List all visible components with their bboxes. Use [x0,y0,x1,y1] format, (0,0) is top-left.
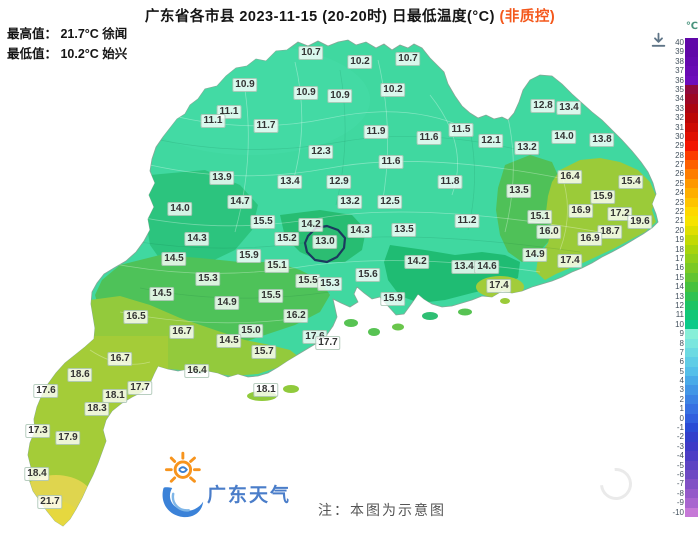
colorbar-step: 4 [642,376,698,386]
colorbar-step: 31 [642,122,698,132]
page-title: 广东省各市县 2023-11-15 (20-20时) 日最低温度(°C) (非质… [0,5,700,26]
colorbar-step: -9 [642,498,698,508]
colorbar-step: 17 [642,253,698,264]
colorbar-step: -5 [642,460,698,470]
colorbar-step: 30 [642,131,698,142]
colorbar-header: ℃ [642,21,698,47]
colorbar-step: 32 [642,113,698,123]
colorbar-step: 34 [642,94,698,104]
colorbar-step: 38 [642,56,698,67]
colorbar-step: 36 [642,75,698,85]
colorbar-step: -4 [642,451,698,461]
colorbar-step: 19 [642,235,698,245]
colorbar-step: 29 [642,141,698,151]
colorbar-scale: 40 39 38 37 36 35 34 33 32 31 30 29 28 27 26 25 24 23 22 21… [642,38,698,517]
colorbar-step: 2 [642,394,698,405]
colorbar-step: 24 [642,188,698,198]
province-outline [27,39,659,527]
title-qc-flag: (非质控) [499,9,556,25]
note-text: 注：本图为示意图 [318,502,446,518]
colorbar-step: 7 [642,347,698,358]
colorbar-unit: ℃ [685,21,698,32]
colorbar-step: 11 [642,310,698,320]
colorbar-step: 9 [642,329,698,339]
colorbar-step: 27 [642,160,698,170]
colorbar-step: 35 [642,84,698,95]
colorbar-step: 16 [642,263,698,273]
max-value-label: 最高值： 21.7°C 徐闻 [7,27,128,41]
colorbar-step: 26 [642,169,698,179]
colorbar-step: 10 [642,319,698,330]
colorbar-step: -2 [642,432,698,442]
colorbar-step: 15 [642,272,698,283]
colorbar-step: 22 [642,207,698,217]
stats-block: 最高值： 21.7°C 徐闻 最低值： 10.2°C 始兴 [7,24,127,64]
min-value-label: 最低值： 10.2°C 始兴 [7,47,128,61]
colorbar-step: 5 [642,366,698,377]
colorbar-step: 23 [642,197,698,208]
colorbar-step: 13 [642,291,698,301]
colorbar-step: 28 [642,150,698,161]
temperature-colorbar: ℃ 40 39 38 37 36 35 34 33 32 31 30 29 28 27 26 25 24 23 22… [642,21,698,517]
colorbar-step: -3 [642,441,698,452]
colorbar-step: 18 [642,244,698,254]
colorbar-step: 25 [642,178,698,189]
colorbar-step: -1 [642,423,698,433]
gd-weather-logo: 广东天气 [150,450,300,530]
colorbar-step: 37 [642,66,698,76]
colorbar-step: 20 [642,225,698,236]
colorbar-step: 0 [642,413,698,424]
colorbar-step: 40 [642,38,698,48]
colorbar-step: -6 [642,469,698,480]
colorbar-step: 1 [642,404,698,414]
colorbar-step: 3 [642,385,698,395]
colorbar-step: -10 [642,507,698,517]
colorbar-step: 21 [642,216,698,226]
colorbar-step: 39 [642,47,698,57]
colorbar-step: 12 [642,300,698,311]
title-text: 广东省各市县 2023-11-15 (20-20时) 日最低温度(°C) [144,9,500,25]
colorbar-step: -8 [642,488,698,499]
sun-typhoon-icon [162,451,204,518]
logo-text: 广东天气 [207,485,292,506]
colorbar-step: 6 [642,357,698,367]
colorbar-step: -7 [642,479,698,489]
colorbar-step: 8 [642,338,698,348]
download-icon[interactable] [650,32,667,49]
colorbar-step: 14 [642,282,698,292]
colorbar-step: 33 [642,103,698,114]
